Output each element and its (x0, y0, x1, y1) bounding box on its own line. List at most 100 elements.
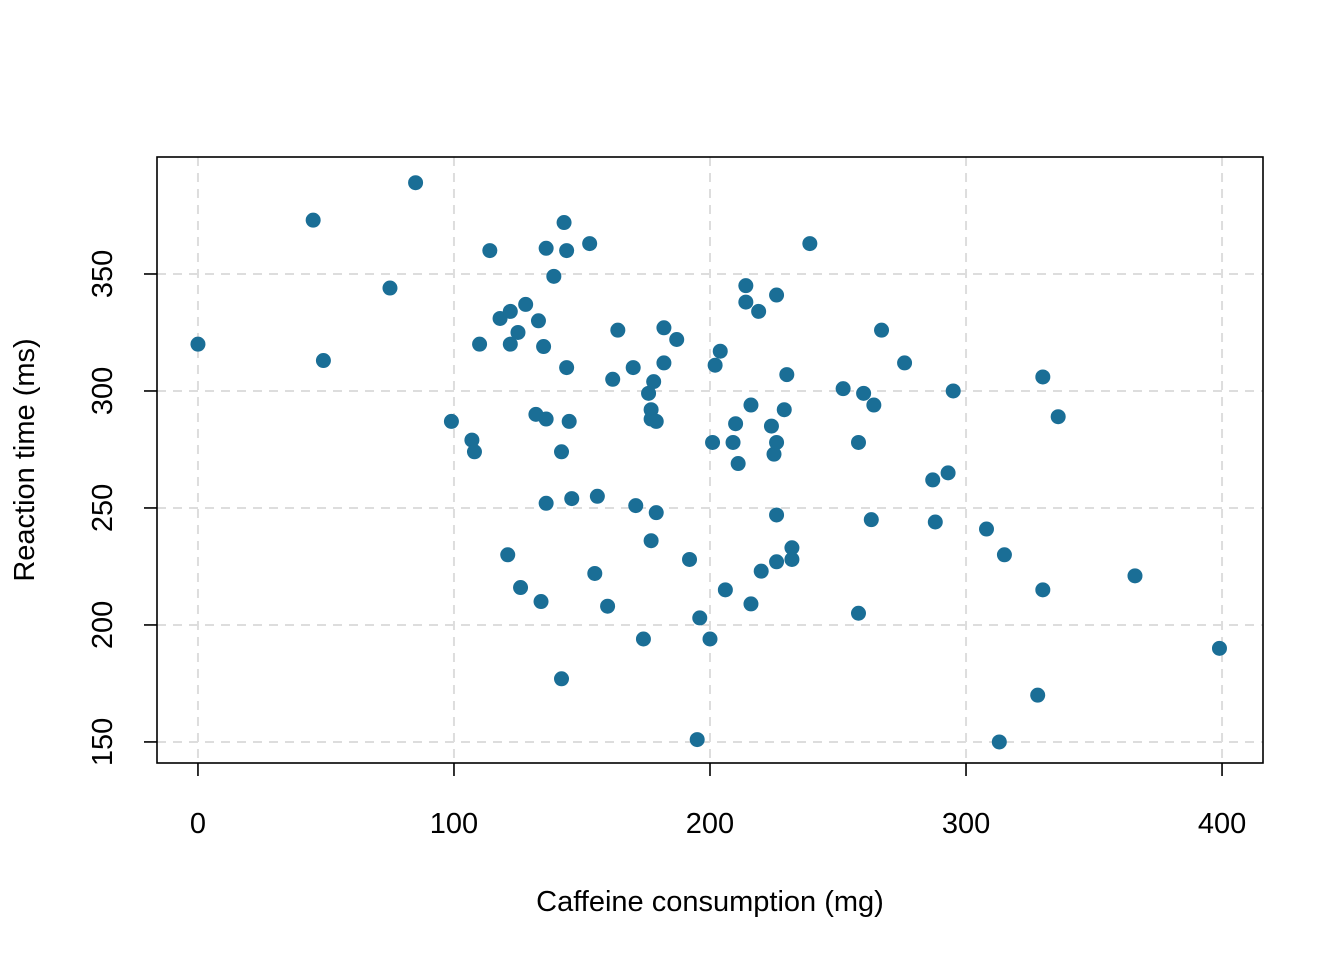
data-point (945, 383, 961, 399)
data-point (1211, 640, 1227, 656)
data-point (625, 360, 641, 376)
data-point (738, 278, 754, 294)
data-point (1035, 369, 1051, 385)
data-point (689, 732, 705, 748)
data-point (605, 371, 621, 387)
data-point (546, 268, 562, 284)
data-point (538, 240, 554, 256)
x-tick-label: 400 (1198, 808, 1246, 840)
data-point (874, 322, 890, 338)
data-point (779, 367, 795, 383)
data-point (763, 418, 779, 434)
data-point (305, 212, 321, 228)
data-point (600, 598, 616, 614)
data-point (776, 402, 792, 418)
data-point (743, 596, 759, 612)
data-point (692, 610, 708, 626)
data-point (648, 505, 664, 521)
grid-lines (157, 157, 1263, 763)
y-axis: 150 200 250 300 350 (87, 250, 157, 766)
data-point (656, 355, 672, 371)
data-point (925, 472, 941, 488)
data-point (1030, 687, 1046, 703)
data-point (559, 243, 575, 259)
data-point (717, 582, 733, 598)
data-point (472, 336, 488, 352)
data-point (466, 444, 482, 460)
x-tick-label: 100 (430, 808, 478, 840)
data-point (705, 434, 721, 450)
data-point (648, 413, 664, 429)
data-point (1050, 409, 1066, 425)
data-point (784, 551, 800, 567)
data-point (769, 434, 785, 450)
data-point (502, 336, 518, 352)
data-point (897, 355, 913, 371)
data-point (482, 243, 498, 259)
data-point (656, 320, 672, 336)
data-point (979, 521, 994, 537)
y-tick-label: 300 (87, 367, 119, 415)
data-point (702, 631, 718, 647)
data-point (669, 332, 685, 348)
data-point (856, 385, 872, 401)
data-point (530, 313, 546, 329)
data-point (561, 413, 577, 429)
data-point (502, 303, 518, 319)
data-point (190, 336, 206, 352)
data-point (835, 381, 851, 397)
data-point (682, 551, 698, 567)
data-point (554, 444, 570, 460)
data-point (927, 514, 943, 530)
data-point (587, 565, 603, 581)
data-point (850, 605, 866, 621)
data-point (628, 498, 644, 514)
x-axis: 0 100 200 300 400 (190, 763, 1246, 840)
x-tick-label: 200 (686, 808, 734, 840)
data-point (712, 343, 728, 359)
data-point (646, 374, 662, 390)
data-point (518, 296, 534, 312)
data-point (464, 432, 480, 448)
data-point (769, 287, 785, 303)
data-point (643, 533, 659, 549)
data-point (538, 411, 554, 427)
data-point (784, 540, 800, 556)
data-point (500, 547, 516, 563)
data-point (753, 563, 769, 579)
data-point (513, 580, 529, 596)
data-point (766, 446, 782, 462)
data-point (556, 215, 572, 231)
data-point (751, 303, 767, 319)
y-tick-label: 350 (87, 250, 119, 298)
data-point (382, 280, 398, 296)
y-tick-label: 250 (87, 484, 119, 532)
data-point (863, 512, 879, 528)
data-point (315, 353, 331, 369)
data-point (725, 434, 741, 450)
data-point (1035, 582, 1051, 598)
data-point (559, 360, 575, 376)
y-axis-title: Reaction time (ms) (9, 338, 41, 581)
data-point (850, 434, 866, 450)
y-tick-label: 150 (87, 718, 119, 766)
data-point (408, 175, 424, 191)
data-point (940, 465, 956, 481)
data-point (564, 491, 580, 507)
data-point (641, 385, 657, 401)
data-point (536, 339, 552, 355)
data-point (769, 507, 785, 523)
data-point (510, 324, 526, 340)
y-tick-label: 200 (87, 601, 119, 649)
data-point (738, 294, 754, 310)
data-point (589, 488, 605, 504)
data-point (610, 322, 626, 338)
data-point (728, 416, 744, 432)
data-point (538, 495, 554, 511)
data-point (769, 554, 785, 570)
data-point (730, 456, 746, 472)
data-point (582, 236, 598, 252)
